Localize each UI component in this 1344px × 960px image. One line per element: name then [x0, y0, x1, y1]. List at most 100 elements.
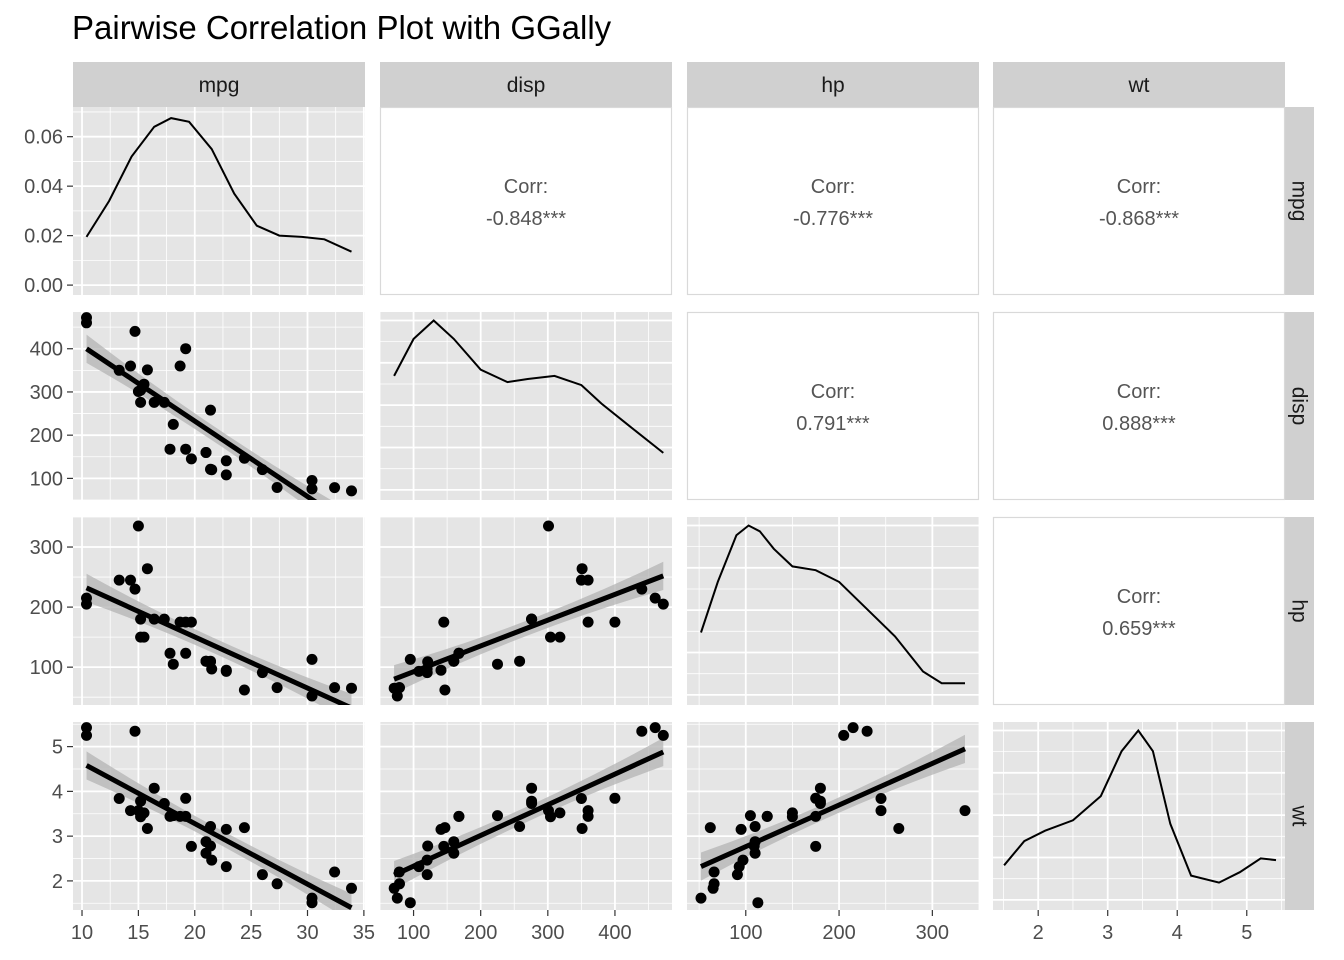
- data-point: [167, 418, 179, 430]
- data-point: [545, 631, 556, 643]
- x-tick-label: 10: [71, 922, 93, 944]
- data-point: [737, 854, 749, 866]
- data-point: [306, 653, 318, 665]
- data-point: [554, 807, 566, 819]
- y-tick-label: 4: [52, 781, 63, 803]
- y-tick-label: 400: [30, 339, 63, 361]
- data-point: [306, 475, 318, 486]
- data-point: [708, 878, 720, 890]
- data-point: [649, 592, 661, 604]
- corr-value: 0.791***: [796, 413, 870, 435]
- corr-panel-bg: [686, 106, 980, 296]
- data-point: [185, 840, 197, 852]
- data-point: [810, 792, 822, 804]
- data-point: [132, 805, 144, 817]
- data-point: [435, 823, 447, 835]
- data-point: [786, 811, 798, 823]
- y-tick-label: 5: [52, 737, 63, 759]
- panel-disp-disp: [379, 312, 672, 500]
- data-point: [514, 821, 526, 832]
- data-point: [271, 482, 283, 493]
- data-point: [421, 869, 433, 881]
- data-point: [810, 840, 822, 852]
- regression-line: [85, 346, 318, 500]
- strip-row-label-disp: disp: [1288, 387, 1311, 426]
- y-tick-label: 300: [30, 537, 63, 559]
- data-point: [761, 810, 773, 822]
- data-point: [205, 463, 216, 475]
- data-point: [847, 722, 859, 734]
- data-point: [422, 840, 434, 852]
- data-point: [695, 892, 707, 904]
- data-point: [185, 453, 197, 465]
- y-tick-label: 0.02: [24, 226, 63, 248]
- panel-wt-hp: [687, 722, 980, 910]
- panel-wt-mpg: [73, 722, 365, 910]
- data-point: [81, 722, 92, 734]
- data-point: [135, 631, 147, 643]
- data-point: [492, 810, 503, 822]
- panel-content: [1003, 728, 1277, 884]
- data-point: [893, 823, 905, 834]
- data-point: [238, 822, 250, 834]
- x-tick-label: 20: [184, 922, 206, 944]
- x-tick-label: 200: [464, 922, 497, 944]
- panel-content: [388, 520, 669, 702]
- y-tick-label: 200: [30, 425, 63, 447]
- strip-row-label-mpg: mpg: [1288, 181, 1311, 222]
- data-point: [346, 882, 357, 894]
- x-tick-label: 300: [531, 922, 564, 944]
- x-tick-label: 15: [127, 922, 149, 944]
- panel-hp-hp: [687, 517, 980, 705]
- data-point: [391, 892, 403, 904]
- data-point: [875, 805, 887, 817]
- data-point: [125, 574, 136, 586]
- corr-panel-bg: [686, 311, 980, 501]
- y-tick-label: 0.04: [24, 176, 63, 198]
- data-point: [220, 664, 232, 676]
- panel-content: [81, 312, 357, 500]
- data-point: [329, 682, 341, 694]
- panel-content: [81, 520, 357, 705]
- corr-panel-bg: [992, 516, 1286, 706]
- x-tick-label: 30: [296, 922, 318, 944]
- data-point: [735, 823, 747, 835]
- corr-panel-bg: [379, 106, 673, 296]
- data-point: [271, 682, 283, 694]
- data-point: [657, 729, 669, 741]
- data-point: [582, 616, 594, 628]
- data-point: [576, 563, 588, 575]
- data-point: [306, 483, 318, 495]
- data-point: [439, 684, 451, 696]
- strip-top-wt: [993, 62, 1285, 107]
- regression-line: [699, 746, 967, 869]
- data-point: [649, 722, 661, 734]
- panel-content: [388, 722, 669, 909]
- panel-wt-disp: [379, 722, 672, 910]
- corr-value: -0.848***: [486, 208, 566, 230]
- data-point: [205, 404, 216, 416]
- data-point: [453, 810, 465, 822]
- data-point: [582, 805, 594, 817]
- data-point: [731, 869, 743, 881]
- data-point: [749, 821, 761, 832]
- data-point: [404, 897, 416, 909]
- data-point: [306, 897, 318, 909]
- data-point: [132, 386, 144, 397]
- panel-mpg-mpg: [73, 107, 365, 295]
- corr-value: 0.888***: [1102, 413, 1176, 435]
- x-tick-label: 300: [916, 922, 949, 944]
- panel-bg: [73, 107, 365, 295]
- panel-content: [85, 117, 352, 253]
- y-tick-label: 0.06: [24, 127, 63, 149]
- data-point: [125, 805, 136, 817]
- regression-line: [85, 763, 353, 910]
- panel-content: [695, 722, 971, 909]
- panel-bg: [73, 312, 365, 500]
- data-point: [394, 682, 405, 694]
- data-point: [346, 682, 357, 694]
- data-point: [220, 455, 232, 467]
- y-tick-label: 300: [30, 382, 63, 404]
- strip-label-disp: disp: [507, 74, 546, 97]
- strip-right-disp: [1284, 312, 1314, 500]
